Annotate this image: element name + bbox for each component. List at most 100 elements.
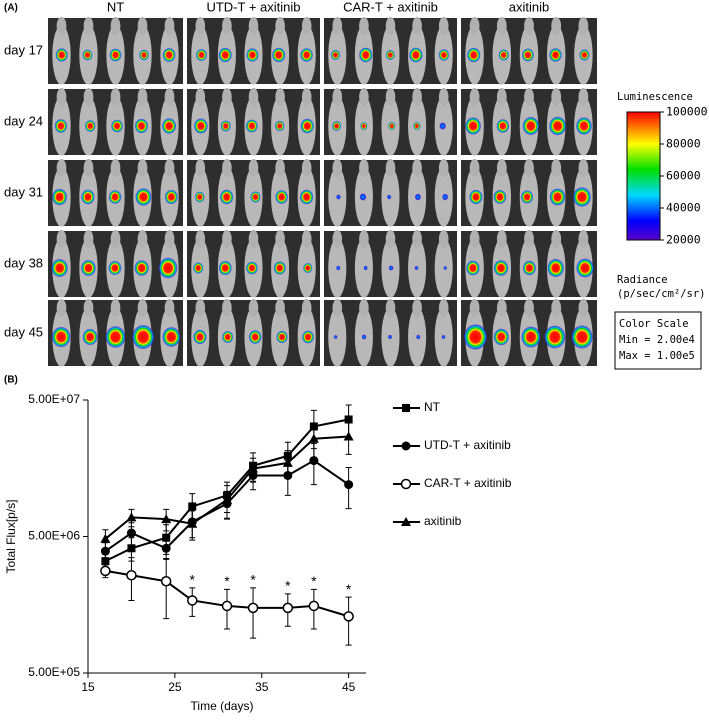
signal xyxy=(218,47,232,63)
signal xyxy=(576,117,592,135)
x-axis-label: Time (days) xyxy=(191,699,254,713)
signal xyxy=(549,116,567,136)
signal xyxy=(442,193,449,201)
signal xyxy=(414,265,419,271)
marker xyxy=(161,543,171,553)
mouse-head xyxy=(222,88,232,106)
row-label: day 24 xyxy=(4,113,43,128)
mouse-head xyxy=(496,299,507,317)
signal xyxy=(493,260,509,276)
signal xyxy=(363,265,368,271)
mouse-head xyxy=(137,159,148,177)
y-tick-label: 5.00E+07 xyxy=(28,392,80,406)
signal xyxy=(275,190,288,204)
marker xyxy=(401,517,411,526)
mouse-head xyxy=(385,88,396,106)
y-tick-label: 5.00E+05 xyxy=(28,665,80,679)
mouse-head xyxy=(496,17,507,35)
mouse-head xyxy=(137,17,148,35)
mouse-head xyxy=(195,17,206,35)
y-axis-label: Total Flux[p/s] xyxy=(4,499,18,573)
mouse-head xyxy=(385,230,396,248)
mouse-head xyxy=(248,159,259,177)
mouse-head xyxy=(578,17,589,35)
mouse-head xyxy=(83,159,94,177)
mouse-head xyxy=(110,88,121,106)
signal xyxy=(332,121,342,131)
mouse-head xyxy=(56,17,67,35)
x-tick-label: 45 xyxy=(342,680,356,694)
signal xyxy=(387,194,392,200)
annotation: * xyxy=(250,572,256,588)
signal xyxy=(196,49,207,61)
marker xyxy=(282,457,293,467)
mouse-head xyxy=(248,88,259,106)
signal xyxy=(359,193,367,201)
signal xyxy=(466,260,480,276)
mouse-head xyxy=(438,88,449,106)
marker xyxy=(344,480,354,490)
panel-label: (A) xyxy=(4,3,18,14)
signal xyxy=(300,118,314,134)
mouse-head xyxy=(412,159,422,177)
mouse-head xyxy=(524,17,534,35)
mouse-head xyxy=(56,299,67,317)
marker xyxy=(126,528,136,538)
mouse-head xyxy=(222,159,232,177)
signal xyxy=(82,328,98,346)
mouse-head xyxy=(301,299,312,317)
mouse-head xyxy=(301,159,312,177)
signal xyxy=(134,118,148,134)
scale-text: Min = 2.00e4 xyxy=(619,334,695,346)
signal xyxy=(493,328,509,346)
signal xyxy=(493,190,507,204)
marker xyxy=(100,565,111,577)
marker xyxy=(308,600,320,612)
signal xyxy=(464,324,487,350)
signal xyxy=(496,119,509,133)
x-tick-label: 15 xyxy=(81,680,95,694)
mouse-head xyxy=(222,230,232,248)
scale-text: Color Scale xyxy=(619,318,689,330)
signal xyxy=(469,189,483,205)
annotation: * xyxy=(285,578,291,594)
mouse-head xyxy=(385,159,396,177)
marker xyxy=(187,595,198,606)
colorbar-tick-label: 60000 xyxy=(666,169,701,183)
signal xyxy=(194,118,208,134)
signal xyxy=(439,122,446,130)
colorbar-tick-label: 20000 xyxy=(666,233,701,247)
x-tick-label: 25 xyxy=(168,680,182,694)
mouse-head xyxy=(195,88,206,106)
signal xyxy=(571,325,593,349)
mouse-head xyxy=(195,159,206,177)
signal xyxy=(162,118,177,134)
mouse-head xyxy=(412,230,422,248)
signal xyxy=(360,122,368,130)
colorbar-unit: Radiance xyxy=(617,274,668,286)
mouse-head xyxy=(110,299,121,317)
signal xyxy=(522,260,536,276)
mouse-head xyxy=(332,88,343,106)
signal xyxy=(246,48,259,62)
signal xyxy=(81,260,96,276)
signal xyxy=(108,190,122,204)
signal xyxy=(250,191,261,203)
mouse-head xyxy=(83,230,94,248)
signal xyxy=(134,260,149,276)
signal xyxy=(158,257,178,279)
signal xyxy=(246,261,258,275)
signal xyxy=(336,265,341,271)
error-bar xyxy=(163,557,170,620)
mouse-head xyxy=(412,88,422,106)
marker xyxy=(188,502,197,511)
mouse-head xyxy=(524,159,534,177)
signal xyxy=(522,117,540,135)
signal xyxy=(498,49,509,61)
signal xyxy=(573,187,591,207)
signal xyxy=(84,120,96,132)
mouse-head xyxy=(248,299,259,317)
marker xyxy=(100,546,110,556)
marker xyxy=(127,544,136,553)
colorbar-tick-label: 40000 xyxy=(666,201,701,215)
